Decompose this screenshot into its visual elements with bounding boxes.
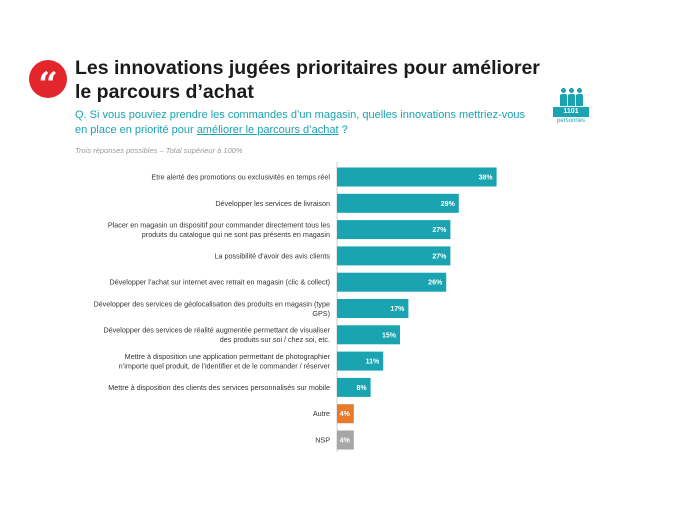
bar (337, 299, 409, 318)
category-label: Mettre à disposition des clients des ser… (108, 383, 330, 392)
category-label: NSP (315, 436, 330, 445)
value-label: 27% (432, 253, 447, 260)
value-label: 29% (441, 201, 456, 208)
value-label: 17% (390, 306, 405, 313)
value-label: 8% (356, 385, 367, 392)
category-label: Développer des services de géolocalisati… (93, 299, 330, 318)
category-label: Développer les services de livraison (215, 199, 330, 208)
value-label: 4% (340, 411, 351, 418)
category-label: Etre alerté des promotions ou exclusivit… (151, 173, 330, 182)
bar (337, 220, 451, 240)
category-label-line: Mettre à disposition une application per… (125, 352, 331, 361)
value-label: 26% (428, 280, 443, 287)
category-label: Développer l’achat sur internet avec ret… (109, 278, 330, 287)
bar-chart: 38% Etre alerté des promotions ou exclusi… (93, 162, 497, 452)
bar (337, 404, 354, 424)
value-label: 11% (366, 359, 380, 366)
question-text: Q. Si vous pouviez prendre les commandes… (75, 109, 526, 136)
bar (337, 430, 354, 450)
category-label-line: Mettre à disposition des clients des ser… (108, 383, 330, 392)
category-label-line: Autre (313, 409, 330, 418)
category-label-line: n’importe quel produit, de l’identifier … (119, 361, 331, 370)
category-label: Développer des services de réalité augme… (103, 326, 330, 345)
chart-note: Trois réponses possibles – Total supérie… (75, 146, 243, 155)
panel-label: personnes (556, 118, 586, 124)
category-label: Placer en magasin un dispositif pour com… (108, 220, 331, 239)
value-label: 4% (340, 438, 351, 445)
category-label-line: Développer des services de géolocalisati… (93, 299, 330, 308)
bar (337, 272, 447, 292)
category-label: Mettre à disposition une application per… (119, 352, 331, 371)
category-label-line: Développer les services de livraison (215, 199, 330, 208)
survey-question: Q. Si vous pouviez prendre les commandes… (75, 108, 525, 138)
category-label-line: des produits sur soi / chez soi, etc. (220, 335, 330, 344)
category-label-line: La possibilité d’avoir des avis clients (215, 251, 331, 260)
bar (337, 377, 371, 397)
category-label: Autre (313, 409, 330, 418)
category-label-line: NSP (315, 436, 330, 445)
category-label-line: Développer l’achat sur internet avec ret… (109, 278, 330, 287)
value-label: 27% (432, 227, 447, 234)
category-label-line: Développer des services de réalité augme… (103, 326, 330, 335)
question-end: ? (338, 124, 348, 136)
category-label: La possibilité d’avoir des avis clients (215, 251, 331, 260)
category-label-line: produits du catalogue qui ne sont pas pr… (142, 230, 330, 239)
value-label: 15% (382, 332, 397, 339)
panel-size-badge: 1101 personnes (553, 88, 589, 124)
bar (337, 167, 497, 187)
question-emphasis: améliorer le parcours d’achat (196, 124, 339, 136)
bar (337, 246, 451, 266)
category-label-line: Etre alerté des promotions ou exclusivit… (151, 173, 330, 182)
quote-icon: “ (29, 60, 67, 102)
bar (337, 325, 400, 345)
panel-count: 1101 (553, 107, 589, 117)
bar (337, 193, 459, 213)
category-label-line: GPS) (312, 309, 330, 318)
category-label-line: Placer en magasin un dispositif pour com… (108, 220, 331, 229)
page-title: Les innovations jugées prioritaires pour… (75, 57, 540, 103)
people-icon (553, 88, 589, 106)
bar (337, 351, 384, 371)
value-label: 38% (479, 175, 494, 182)
